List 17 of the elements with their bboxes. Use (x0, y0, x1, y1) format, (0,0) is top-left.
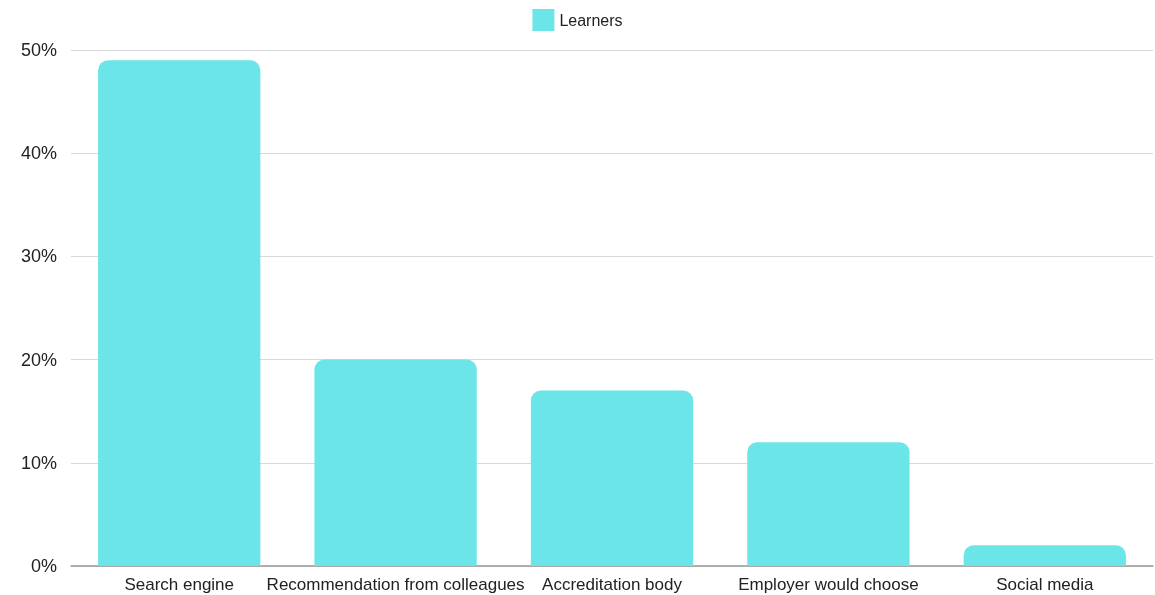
y-tick-label: 40% (20, 143, 57, 164)
y-tick-label: 20% (20, 349, 57, 370)
bar (530, 390, 694, 566)
bar (747, 442, 910, 566)
x-tick-label: Search engine (124, 575, 235, 594)
y-tick-label: 50% (20, 40, 57, 60)
bar (314, 359, 477, 566)
y-tick-label: 0% (30, 556, 57, 576)
x-tick-label: Social media (996, 575, 1095, 594)
bar (963, 545, 1126, 566)
x-tick-label: Recommendation from colleagues (266, 575, 525, 594)
y-tick-label: 30% (20, 246, 57, 267)
x-tick-label: Accreditation body (542, 575, 683, 594)
x-tick-label: Employer would choose (738, 575, 919, 594)
bar (98, 60, 261, 566)
y-tick-label: 10% (20, 452, 57, 473)
legend-label: Learners (559, 11, 623, 29)
